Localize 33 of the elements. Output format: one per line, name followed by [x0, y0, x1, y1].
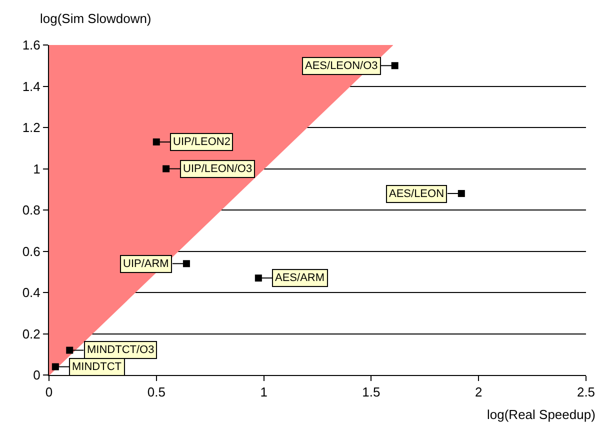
- point: [52, 363, 59, 370]
- x-tick-label: 0.5: [147, 384, 166, 400]
- y-tick-label: 1.4: [22, 78, 40, 94]
- point: [391, 62, 398, 70]
- y-tick-label: 1.6: [22, 38, 40, 53]
- point: [458, 190, 465, 197]
- annotation: AES/LEON/O3: [305, 60, 378, 72]
- y-tick-label: 0.8: [22, 202, 40, 218]
- point: [162, 165, 170, 172]
- x-tick-label: 1: [260, 384, 268, 400]
- annotation: UIP/LEON2: [173, 136, 230, 148]
- annotation: UIP/LEON/O3: [183, 163, 252, 175]
- y-tick-label: 1: [33, 161, 40, 176]
- y-tick-label: 0.6: [22, 244, 40, 259]
- x-tick-label: 2.5: [576, 384, 596, 400]
- point: [66, 346, 74, 354]
- annotation: UIP/ARM: [123, 258, 169, 270]
- x-axis-title: log(Real Speedup): [487, 407, 596, 422]
- annotation: MINDTCT: [72, 361, 122, 373]
- y-tick-label: 0.4: [22, 285, 40, 300]
- point: [182, 260, 190, 268]
- point: [152, 138, 160, 146]
- point: [254, 274, 262, 282]
- annotation: MINDTCT/O3: [87, 344, 154, 356]
- annotation: AES/ARM: [275, 272, 325, 284]
- y-axis-title: log(Sim Slowdown): [40, 11, 152, 26]
- annotation: AES/LEON: [389, 188, 444, 200]
- y-tick-label: 0: [33, 368, 40, 383]
- y-tick-label: 1.2: [22, 120, 40, 136]
- x-tick-label: 0: [45, 384, 53, 400]
- y-tick-label: 0.2: [22, 326, 40, 342]
- x-tick-label: 1.5: [362, 384, 380, 400]
- x-tick-label: 2: [474, 384, 482, 400]
